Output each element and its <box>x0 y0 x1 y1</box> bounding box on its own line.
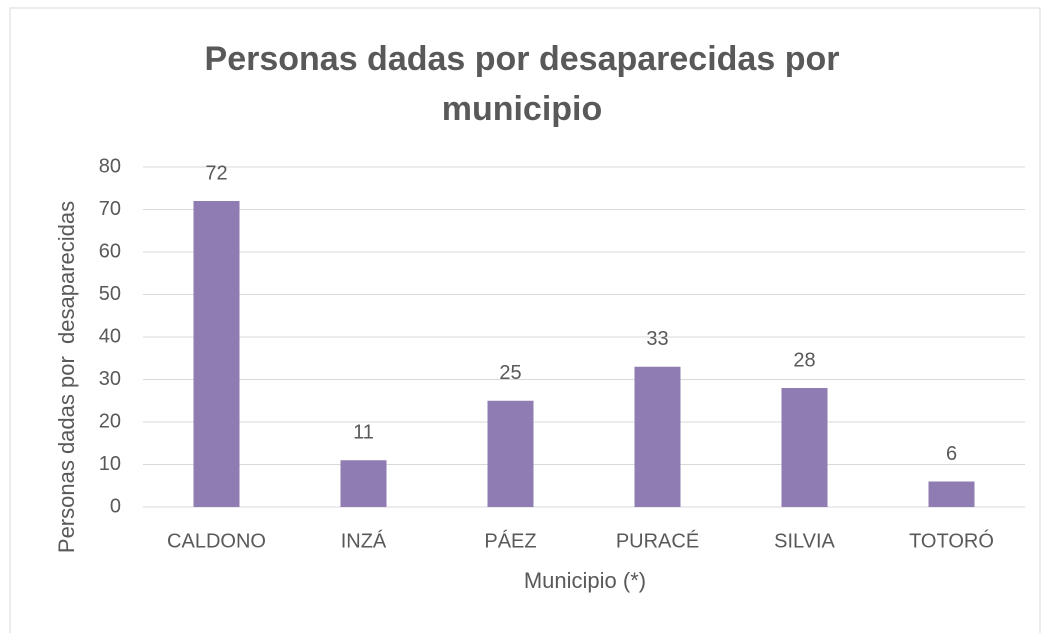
y-tick-label: 50 <box>99 283 121 305</box>
bar <box>193 201 240 507</box>
data-label: 33 <box>646 328 668 350</box>
y-tick-label: 30 <box>99 368 121 390</box>
bar <box>781 388 828 507</box>
y-tick-label: 0 <box>110 495 121 517</box>
x-tick-label: CALDONO <box>167 530 266 552</box>
bar <box>634 366 681 507</box>
chart-border <box>9 7 1041 633</box>
bar <box>340 460 387 507</box>
y-tick-label: 60 <box>99 240 121 262</box>
x-tick-label: INZÁ <box>341 529 387 552</box>
data-label: 28 <box>793 349 815 371</box>
chart-title: Personas dadas por desaparecidas por mun… <box>204 40 840 128</box>
x-tick-label: PURACÉ <box>616 529 699 552</box>
x-tick-label: PÁEZ <box>484 529 536 552</box>
data-label: 72 <box>205 162 227 184</box>
data-label: 6 <box>946 443 957 465</box>
y-tick-label: 40 <box>99 325 121 347</box>
data-label: 11 <box>353 422 374 444</box>
y-tick-label: 10 <box>99 453 121 475</box>
bar <box>928 481 975 507</box>
y-tick-label: 80 <box>99 155 121 177</box>
x-tick-label: SILVIA <box>774 530 835 552</box>
data-label: 25 <box>499 362 521 384</box>
y-tick-label: 20 <box>99 410 121 432</box>
y-axis-label: Personas dadas por desaparecidas <box>54 201 79 553</box>
bar <box>487 400 534 507</box>
x-axis-label: Municipio (*) <box>524 568 646 593</box>
x-tick-label: TOTORÓ <box>909 529 994 552</box>
y-tick-label: 70 <box>99 198 121 220</box>
